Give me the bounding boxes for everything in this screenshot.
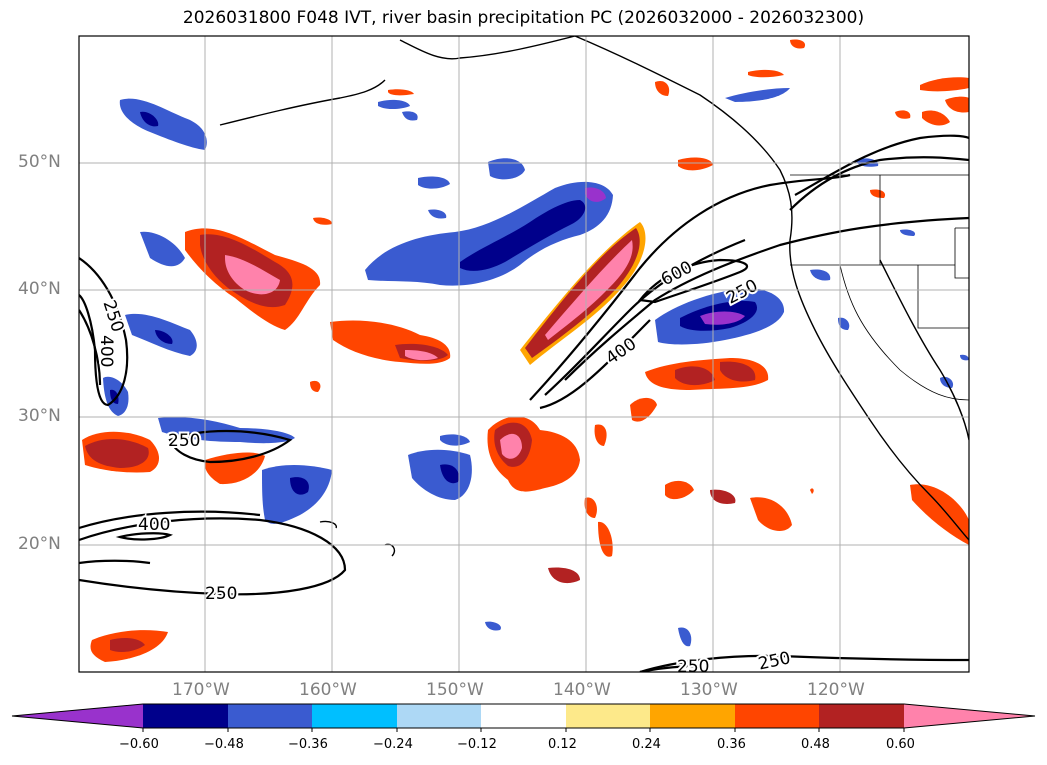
colorbar-tick: −0.60: [119, 737, 159, 752]
contour-label-250-c: 250: [205, 584, 237, 604]
colorbar-tick: −0.36: [288, 737, 328, 752]
lat-label-20n: 20°N: [18, 534, 61, 554]
lon-label-120w: 120°W: [807, 680, 865, 700]
contour-label-400-b: 400: [138, 515, 170, 535]
lon-label-130w: 130°W: [680, 680, 738, 700]
lon-label-170w: 170°W: [172, 680, 230, 700]
lat-label-50n: 50°N: [18, 152, 61, 172]
colorbar-tick: 0.48: [801, 737, 830, 752]
colorbar: [11, 703, 1036, 732]
precip-patch-central-neg: [365, 181, 613, 286]
state-borders: [790, 174, 969, 401]
colorbar-tick: 0.36: [717, 737, 746, 752]
colorbar-extend-high: [904, 704, 1035, 728]
ivt-contours: [79, 134, 969, 672]
precip-negative-patches: [103, 88, 969, 647]
colorbar-tick: −0.24: [373, 737, 413, 752]
colorbar-tick: 0.60: [886, 737, 915, 752]
lon-label-150w: 150°W: [426, 680, 484, 700]
map-title: 2026031800 F048 IVT, river basin precipi…: [182, 8, 865, 28]
colorbar-tick: −0.12: [457, 737, 497, 752]
contour-label-400-a: 400: [96, 335, 116, 367]
map-frame: [78, 35, 970, 673]
contour-label-250-e: 250: [677, 657, 709, 677]
lon-label-140w: 140°W: [553, 680, 611, 700]
colorbar-extend-low: [12, 704, 143, 728]
lat-label-40n: 40°N: [18, 279, 61, 299]
lon-label-160w: 160°W: [299, 680, 357, 700]
precip-patch-nw-neg: [119, 98, 207, 150]
colorbar-tick: 0.24: [632, 737, 661, 752]
contour-label-250-b: 250: [168, 431, 200, 451]
gridlines: [79, 36, 969, 672]
precip-positive-patches: [82, 39, 969, 662]
colorbar-tick: 0.12: [548, 737, 577, 752]
colorbar-tick: −0.48: [204, 737, 244, 752]
lat-label-30n: 30°N: [18, 406, 61, 426]
